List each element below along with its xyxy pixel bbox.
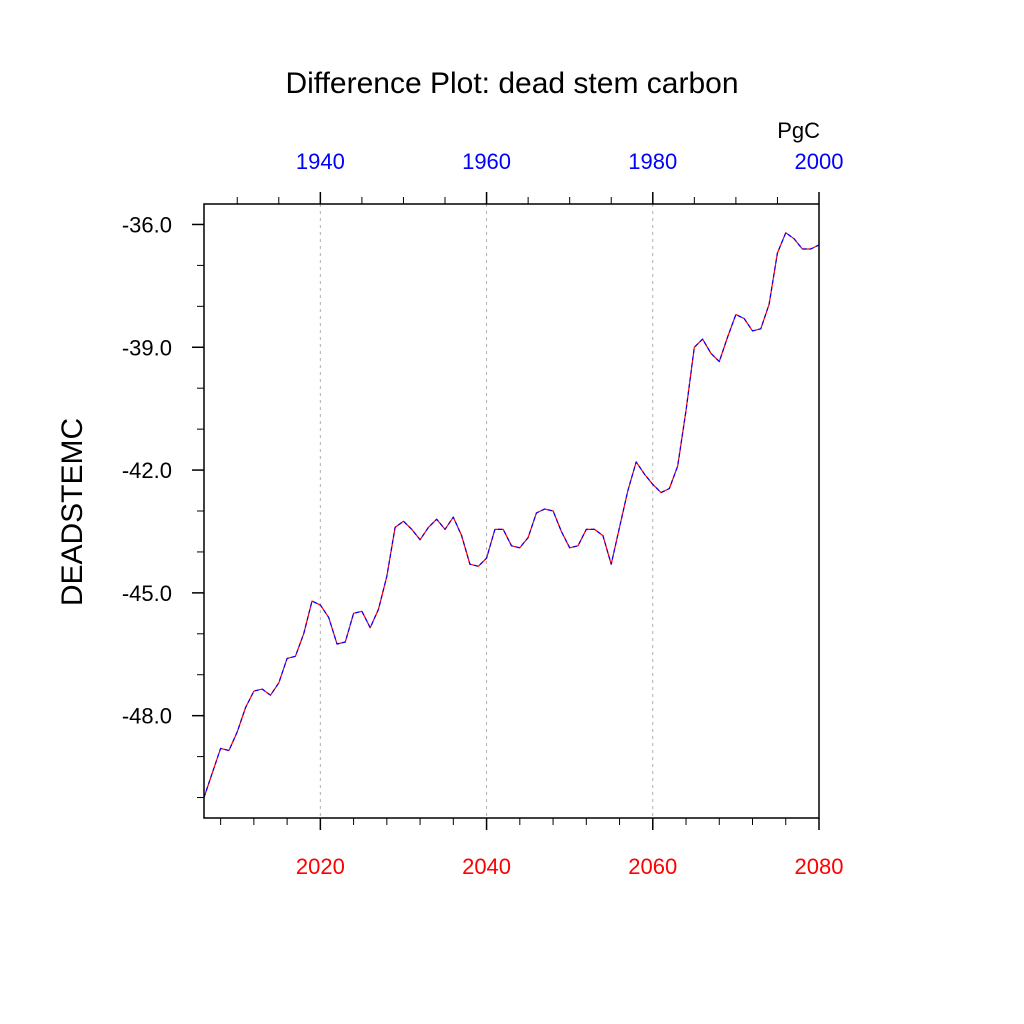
top-tick-label: 1940: [296, 149, 345, 174]
units-label: PgC: [777, 118, 820, 143]
y-tick-label: -48.0: [122, 704, 172, 729]
y-tick-label: -39.0: [122, 335, 172, 360]
grid-lines: [319, 204, 654, 818]
plot-frame: [203, 203, 820, 819]
series-line-blue: [203, 232, 820, 798]
top-tick-label: 2000: [795, 149, 844, 174]
x-tick-label: 2060: [628, 854, 677, 879]
y-tick-label: -45.0: [122, 581, 172, 606]
top-tick-label: 1980: [628, 149, 677, 174]
axis-ticks: [192, 192, 820, 830]
x-tick-label: 2020: [296, 854, 345, 879]
tick-labels: 2020 2040 2060 2080 1940 1960 1980 2000 -36.0 -39…: [122, 149, 844, 879]
x-tick-label: 2040: [462, 854, 511, 879]
y-axis-label: DEADSTEMC: [56, 418, 89, 606]
y-tick-label: -36.0: [122, 212, 172, 237]
chart-title: Difference Plot: dead stem carbon: [285, 67, 738, 100]
top-tick-label: 1960: [462, 149, 511, 174]
x-tick-label: 2080: [795, 854, 844, 879]
series-line-red: [203, 232, 820, 798]
series-lines: [203, 232, 820, 798]
y-tick-label: -42.0: [122, 458, 172, 483]
